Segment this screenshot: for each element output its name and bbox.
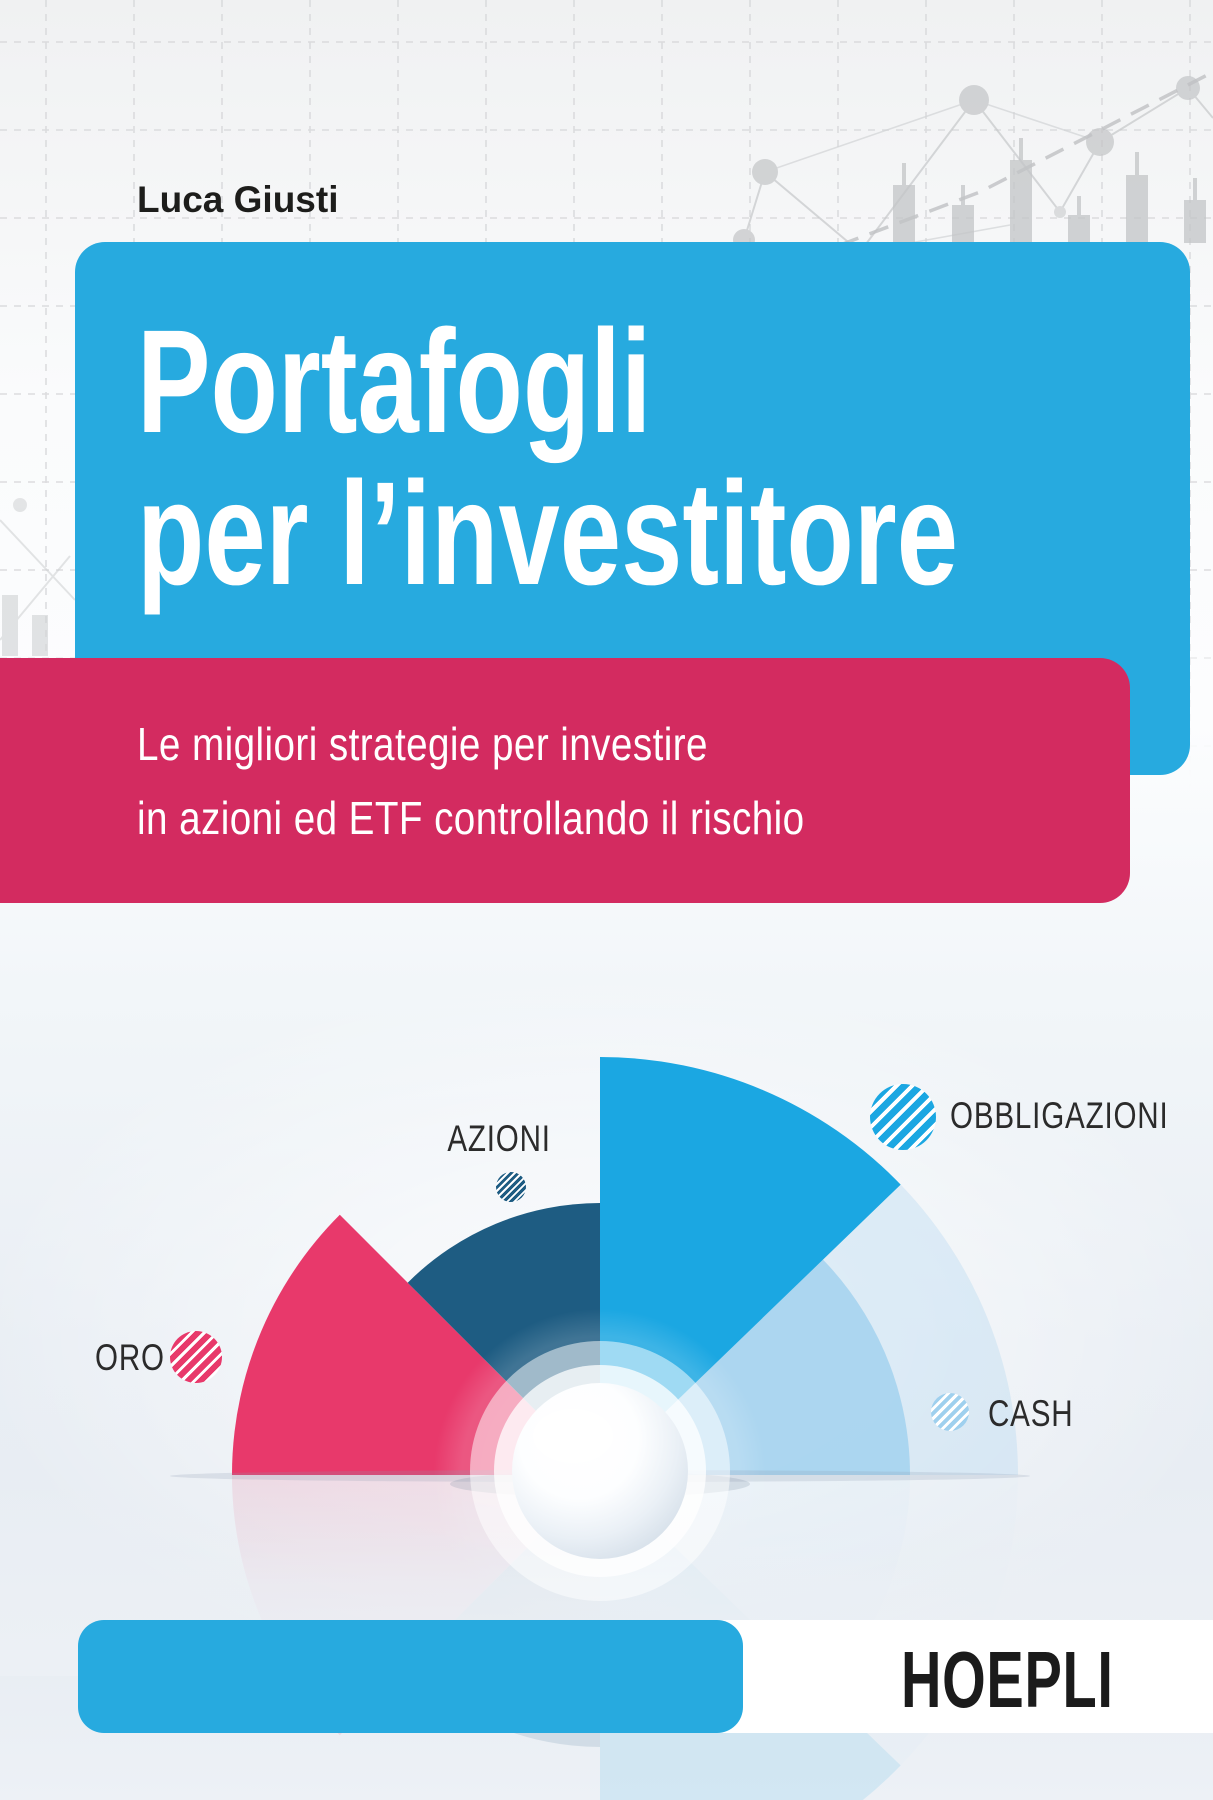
legend-swatch-obbligazioni-icon bbox=[870, 1084, 936, 1150]
legend-label-oro: ORO bbox=[95, 1337, 165, 1378]
publisher-logo: HOEPLI bbox=[901, 1635, 1114, 1724]
wedge-azioni bbox=[407, 1203, 600, 1475]
legend-label-obbligazioni: OBBLIGAZIONI bbox=[950, 1095, 1169, 1136]
author-name-text: Luca Giusti bbox=[137, 179, 339, 220]
wedge-oro bbox=[232, 1214, 600, 1475]
wedge-cash bbox=[600, 1259, 910, 1475]
subtitle-line-2: in azioni ed ETF controllando il rischio bbox=[137, 792, 805, 844]
footer-blue-bar bbox=[78, 1620, 743, 1733]
wedge-cash-outer bbox=[600, 1184, 1018, 1475]
legend-swatch-cash-icon bbox=[931, 1393, 969, 1431]
floor-shadow bbox=[170, 1470, 1030, 1482]
book-subtitle: Le migliori strategie per investire in a… bbox=[137, 707, 805, 855]
legend-swatch-oro-icon bbox=[170, 1331, 222, 1383]
legend-label-azioni: AZIONI bbox=[447, 1118, 551, 1159]
subtitle-box bbox=[0, 658, 1130, 903]
author-name: Luca Giusti bbox=[137, 179, 339, 221]
legend-label-cash: CASH bbox=[988, 1393, 1074, 1434]
title-line-2: per l’investitore bbox=[137, 452, 959, 616]
wedge-obbligazioni bbox=[600, 1057, 901, 1475]
legend-swatch-azioni-icon bbox=[496, 1172, 526, 1202]
subtitle-line-1: Le migliori strategie per investire bbox=[137, 718, 708, 770]
title-line-1: Portafogli bbox=[137, 300, 652, 464]
center-sphere bbox=[450, 1341, 750, 1601]
candlestick-motif bbox=[893, 138, 1206, 243]
book-title: Portafogli per l’investitore bbox=[137, 306, 958, 610]
left-edge-motif bbox=[0, 498, 76, 656]
